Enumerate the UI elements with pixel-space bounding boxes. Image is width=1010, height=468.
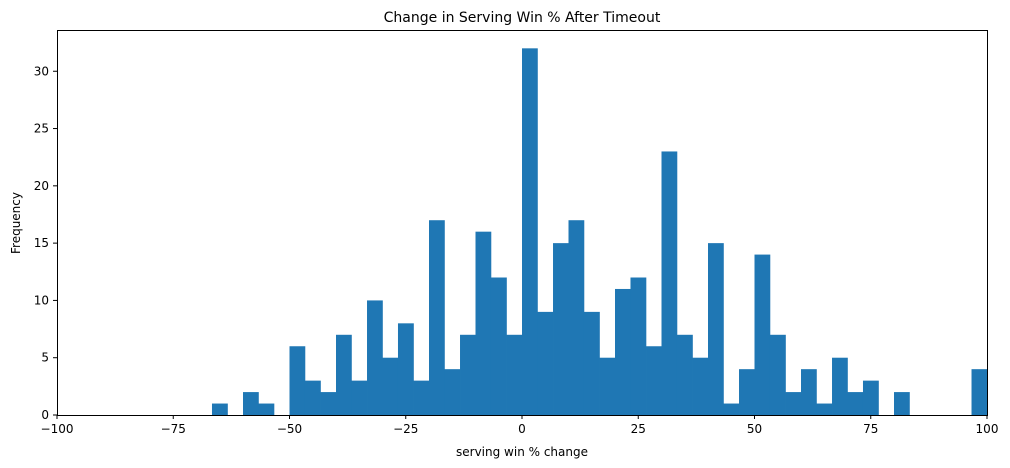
histogram-bar <box>676 334 693 415</box>
x-axis-ticks: −100 −75 −50 −25 0 25 50 75 100 <box>41 415 999 436</box>
x-axis-label: serving win % change <box>456 445 588 459</box>
chart-title: Change in Serving Win % After Timeout <box>384 10 661 26</box>
histogram-bar <box>211 403 228 415</box>
histogram-bar <box>444 369 461 415</box>
histogram-bar <box>397 323 414 415</box>
histogram-bar <box>739 369 755 415</box>
x-tick-label: −100 <box>41 422 74 436</box>
histogram-bar <box>708 243 724 416</box>
histogram-bar <box>413 380 430 416</box>
histogram-bar <box>506 334 523 415</box>
plot-frame <box>57 30 988 416</box>
histogram-bar <box>475 231 492 415</box>
histogram-bars <box>211 48 988 416</box>
histogram-bar <box>351 380 368 416</box>
histogram-bar <box>661 151 678 415</box>
histogram-bar <box>723 403 740 415</box>
histogram-bar <box>615 288 631 415</box>
histogram-bar <box>460 334 476 415</box>
histogram-bar <box>304 380 321 416</box>
y-axis-label: Frequency <box>9 192 23 254</box>
histogram-bar <box>646 346 662 415</box>
histogram-bar <box>490 277 507 415</box>
y-tick-label: 0 <box>41 408 49 422</box>
histogram-bar <box>429 220 445 415</box>
histogram-bar <box>847 392 864 415</box>
histogram-bar <box>692 357 709 415</box>
histogram-bar <box>599 357 616 415</box>
histogram-bar <box>382 357 399 415</box>
histogram-bar <box>971 369 988 415</box>
x-tick-label: −75 <box>161 422 186 436</box>
histogram-bar <box>785 392 802 415</box>
histogram-bar <box>769 334 786 415</box>
x-tick-label: 100 <box>976 422 999 436</box>
histogram-bar <box>258 403 275 415</box>
histogram-bar <box>630 277 647 415</box>
histogram-bar <box>553 243 569 416</box>
x-tick-label: 25 <box>631 422 646 436</box>
x-tick-label: −50 <box>277 422 302 436</box>
y-axis-ticks: 0 5 10 15 20 25 30 <box>34 64 57 422</box>
y-tick-label: 20 <box>34 179 49 193</box>
histogram-bar <box>862 380 879 416</box>
histogram-bar <box>289 346 306 415</box>
histogram-bar <box>336 334 352 415</box>
histogram-bar <box>583 311 600 416</box>
histogram-bar <box>320 392 337 415</box>
histogram-bar <box>537 311 554 416</box>
y-tick-label: 15 <box>34 236 49 250</box>
histogram-bar <box>801 369 817 415</box>
x-tick-label: 0 <box>518 422 526 436</box>
x-tick-label: 75 <box>863 422 878 436</box>
x-tick-label: 50 <box>747 422 762 436</box>
histogram-bar <box>568 220 585 415</box>
y-tick-label: 25 <box>34 122 49 136</box>
y-tick-label: 30 <box>34 64 49 78</box>
histogram-bar <box>522 48 538 415</box>
histogram-bar <box>754 254 771 415</box>
histogram-bar <box>367 300 383 415</box>
histogram-bar <box>832 357 848 415</box>
histogram-bar <box>894 392 910 415</box>
x-tick-label: −25 <box>393 422 418 436</box>
histogram-bar <box>816 403 833 415</box>
y-tick-label: 5 <box>41 351 49 365</box>
histogram-bar <box>243 392 259 415</box>
y-tick-label: 10 <box>34 293 49 307</box>
